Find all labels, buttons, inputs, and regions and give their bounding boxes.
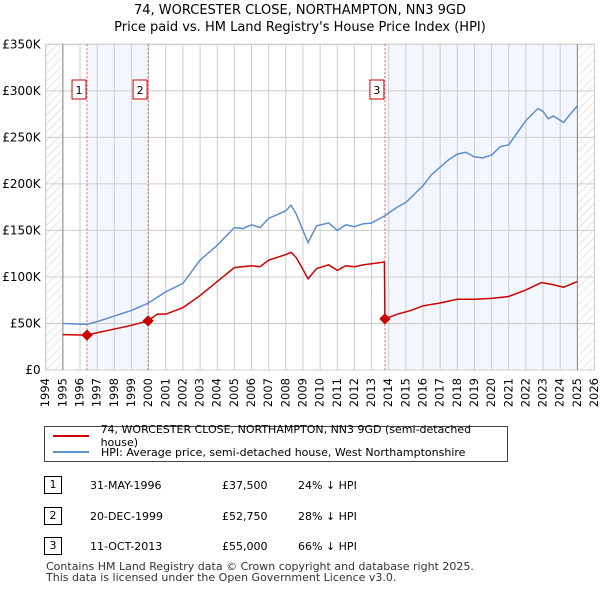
legend-swatch-blue (53, 451, 89, 453)
chart-title: 74, WORCESTER CLOSE, NORTHAMPTON, NN3 9G… (133, 3, 467, 18)
hatched-region (45, 44, 63, 371)
legend-item-hpi: HPI: Average price, semi-detached house,… (53, 444, 465, 460)
x-tick-label: 2026 (587, 378, 600, 407)
hatched-region (577, 44, 595, 371)
x-tick-label: 2005 (227, 378, 241, 407)
y-tick-label: £200K (2, 177, 42, 191)
sale-price: £52,750 (222, 510, 268, 523)
sale-date: 20-DEC-1999 (90, 510, 164, 523)
x-tick-label: 2008 (278, 378, 292, 407)
x-tick-label: 2009 (295, 378, 309, 407)
x-tick-label: 1999 (124, 378, 138, 407)
x-tick-label: 2017 (433, 378, 447, 407)
price-chart: 1994 1995 1996 1997 1998 1999 2000 2001 2002 2003… (2, 37, 600, 407)
sale-hpi-diff: 66% ↓ HPI (298, 540, 357, 553)
sale-hpi-diff: 28% ↓ HPI (298, 510, 357, 523)
legend-swatch-red (53, 435, 89, 437)
shaded-period (384, 44, 578, 371)
sale-hpi-diff: 24% ↓ HPI (298, 479, 357, 492)
y-tick-label: £350K (2, 37, 42, 51)
sale-marker-box (71, 79, 87, 100)
sale-marker-label: 3 (373, 84, 380, 97)
x-tick-label: 1995 (55, 378, 69, 407)
sale-date: 11-OCT-2013 (90, 540, 163, 553)
x-tick-label: 2000 (141, 378, 155, 407)
x-tick-label: 2012 (347, 378, 361, 407)
sale-marker-label: 1 (76, 84, 83, 97)
table-row: 2 20-DEC-1999 £52,750 28% ↓ HPI (44, 507, 544, 527)
x-tick-label: 2003 (193, 378, 207, 407)
y-tick-label: £250K (2, 130, 42, 144)
x-tick-label: 2007 (261, 378, 275, 407)
y-tick-label: £300K (2, 84, 42, 98)
sale-point (379, 313, 391, 325)
x-tick-label: 2015 (398, 378, 412, 407)
sale-price: £37,500 (222, 479, 268, 492)
x-tick-label: 1996 (73, 378, 87, 407)
y-tick-label: £150K (2, 223, 42, 237)
sale-price: £55,000 (222, 540, 268, 553)
x-tick-label: 2025 (570, 378, 584, 407)
x-tick-label: 2016 (416, 378, 430, 407)
sale-number: 1 (44, 476, 62, 494)
x-tick-label: 1997 (90, 378, 104, 407)
sale-point (142, 315, 154, 327)
legend: 74, WORCESTER CLOSE, NORTHAMPTON, NN3 9G… (44, 423, 508, 462)
chart-subtitle: Price paid vs. HM Land Registry's House … (114, 20, 486, 35)
footer-licence: This data is licensed under the Open Gov… (46, 571, 397, 584)
x-tick-label: 1994 (38, 378, 52, 407)
sale-marker-box (369, 79, 385, 100)
x-tick-label: 2006 (244, 378, 258, 407)
x-tick-label: 2010 (313, 378, 327, 407)
sale-number: 3 (44, 537, 62, 555)
x-tick-label: 2011 (330, 378, 344, 407)
price-paid-line (62, 251, 578, 336)
x-tick-label: 2019 (467, 378, 481, 407)
legend-label: 74, WORCESTER CLOSE, NORTHAMPTON, NN3 9G… (100, 423, 472, 449)
x-tick-label: 2004 (210, 378, 224, 407)
x-tick-label: 2022 (518, 378, 532, 407)
x-tick-label: 2002 (175, 378, 189, 407)
x-tick-label: 1998 (107, 378, 121, 407)
x-tick-label: 2013 (364, 378, 378, 407)
sale-date: 31-MAY-1996 (90, 479, 162, 492)
x-tick-label: 2001 (158, 378, 172, 407)
sale-marker-box (132, 79, 148, 100)
footer-copyright: Contains HM Land Registry data © Crown c… (46, 560, 474, 573)
sale-marker-label: 2 (137, 84, 144, 97)
footer: Contains HM Land Registry data © Crown c… (46, 561, 474, 583)
x-tick-label: 2020 (484, 378, 498, 407)
hpi-line (62, 105, 578, 326)
x-tick-label: 2023 (536, 378, 550, 407)
table-row: 1 31-MAY-1996 £37,500 24% ↓ HPI (44, 476, 544, 496)
legend-item-property: 74, WORCESTER CLOSE, NORTHAMPTON, NN3 9G… (53, 423, 507, 449)
sale-number: 2 (44, 507, 62, 525)
x-tick-label: 2021 (501, 378, 515, 407)
x-tick-label: 2024 (553, 378, 567, 407)
y-tick-label: £0 (25, 363, 40, 377)
table-row: 3 11-OCT-2013 £55,000 66% ↓ HPI (44, 537, 544, 557)
y-tick-label: £50K (10, 316, 42, 330)
x-tick-label: 2014 (381, 378, 395, 407)
legend-label: HPI: Average price, semi-detached house,… (101, 445, 466, 459)
x-tick-label: 2018 (450, 378, 464, 407)
y-tick-label: £100K (2, 270, 42, 284)
